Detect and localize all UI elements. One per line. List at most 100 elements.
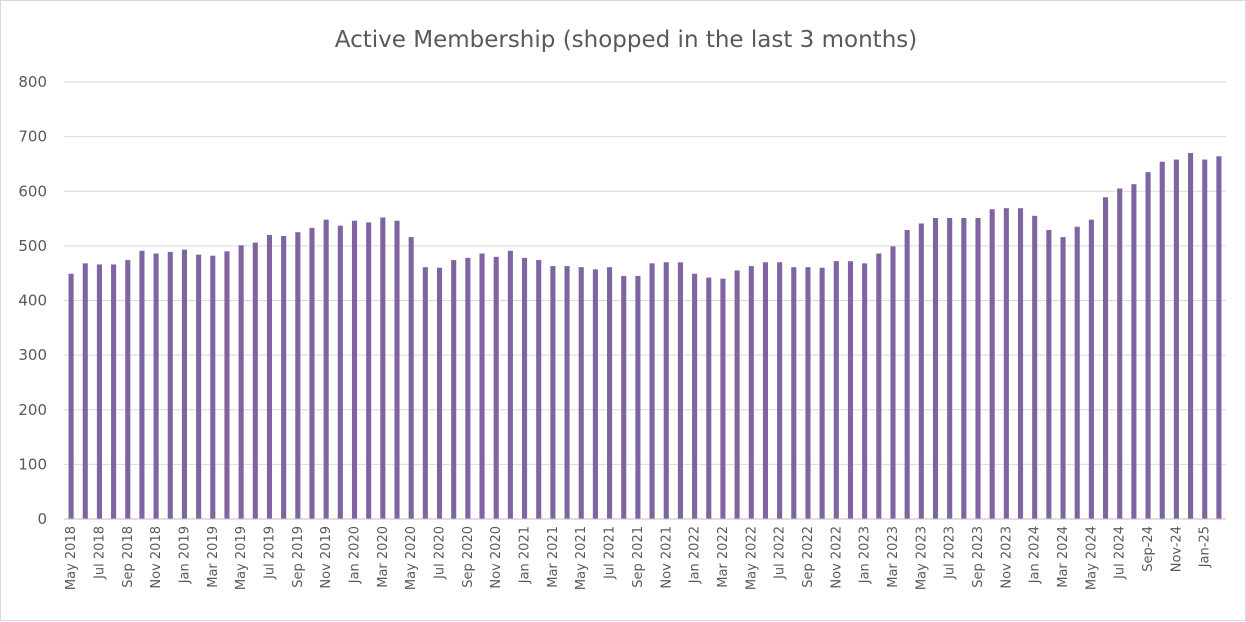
bar-jul-2022 bbox=[777, 262, 783, 519]
x-tick-label: Sep 2020 bbox=[461, 526, 476, 588]
bar-may-2020 bbox=[408, 237, 414, 519]
bar-jan-2022 bbox=[692, 273, 698, 519]
bar-jul-2024 bbox=[1117, 188, 1123, 519]
x-tick-label: Sep 2018 bbox=[121, 526, 136, 588]
y-tick-label: 0 bbox=[37, 510, 47, 528]
x-tick-label: Sep 2023 bbox=[971, 526, 986, 588]
x-tick-label: Nov 2020 bbox=[489, 526, 504, 589]
bar-jul-2018 bbox=[96, 264, 102, 519]
bar-may-2024 bbox=[1088, 219, 1094, 519]
bar-nov-2019 bbox=[323, 219, 329, 519]
bar-aug-2024 bbox=[1131, 184, 1137, 519]
bar-aug-2021 bbox=[621, 275, 627, 519]
bar-nov-24 bbox=[1173, 159, 1179, 519]
y-axis-ticks: 0 100 200 300 400 500 600 700 800 bbox=[18, 73, 47, 528]
x-tick-label: Jul 2019 bbox=[262, 526, 277, 580]
x-tick-label: Jan 2024 bbox=[1028, 526, 1043, 584]
x-tick-label: Mar 2022 bbox=[716, 526, 731, 588]
x-tick-label: Mar 2024 bbox=[1056, 526, 1071, 588]
bar-jan-2021 bbox=[522, 257, 528, 519]
x-tick-label: Mar 2023 bbox=[886, 526, 901, 588]
x-tick-label: May 2023 bbox=[914, 526, 929, 590]
bar-dec-2020 bbox=[507, 250, 513, 520]
x-tick-label: Jan 2019 bbox=[177, 526, 192, 584]
bar-nov-2023 bbox=[1003, 208, 1009, 519]
x-tick-label: Mar 2021 bbox=[546, 526, 561, 588]
x-tick-label: Nov 2018 bbox=[149, 526, 164, 589]
bar-dec-2019 bbox=[337, 225, 343, 519]
bar-dec-24 bbox=[1188, 153, 1194, 519]
bars bbox=[68, 153, 1222, 520]
gridlines bbox=[64, 81, 1226, 465]
bar-sep-2020 bbox=[465, 257, 471, 519]
x-tick-label: Nov-24 bbox=[1169, 526, 1184, 572]
x-axis-ticks: May 2018 Jul 2018 Sep 2018 Nov 2018 Jan 2019… bbox=[64, 526, 1213, 590]
bar-aug-2020 bbox=[451, 260, 457, 519]
bar-feb-2023 bbox=[876, 253, 882, 519]
bar-dec-2021 bbox=[677, 262, 683, 519]
x-tick-label: Jan-25 bbox=[1198, 526, 1213, 568]
bar-oct-2018 bbox=[139, 250, 145, 520]
bar-sep-24 bbox=[1145, 172, 1151, 519]
y-tick-label: 200 bbox=[18, 401, 47, 419]
bar-dec-2018 bbox=[167, 251, 173, 519]
bar-oct-2020 bbox=[479, 253, 485, 519]
bar-jun-2018 bbox=[82, 263, 88, 519]
y-tick-label: 800 bbox=[18, 73, 47, 91]
chart-title: Active Membership (shopped in the last 3… bbox=[335, 27, 917, 53]
bar-feb-2019 bbox=[196, 254, 202, 519]
x-tick-label: Nov 2023 bbox=[999, 526, 1014, 589]
bar-feb-2021 bbox=[536, 260, 542, 519]
bar-nov-2022 bbox=[833, 261, 839, 519]
x-tick-label: Nov 2021 bbox=[659, 526, 674, 589]
bar-jun-2020 bbox=[422, 267, 428, 519]
x-tick-label: Nov 2019 bbox=[319, 526, 334, 589]
bar-mar-2023 bbox=[890, 246, 896, 520]
bar-may-2019 bbox=[238, 245, 244, 519]
bar-nov-2020 bbox=[493, 256, 499, 519]
bar-jul-2021 bbox=[607, 267, 613, 519]
bar-jul-2023 bbox=[947, 218, 953, 519]
bar-apr-2022 bbox=[734, 270, 740, 519]
bar-jun-2021 bbox=[592, 269, 598, 519]
y-tick-label: 500 bbox=[18, 237, 47, 255]
x-tick-label: May 2020 bbox=[404, 526, 419, 590]
bar-nov-2018 bbox=[153, 253, 159, 519]
bar-apr-2021 bbox=[564, 266, 570, 519]
bar-jun-2024 bbox=[1103, 197, 1109, 519]
bar-jan-2019 bbox=[181, 249, 187, 519]
bar-feb-2022 bbox=[706, 277, 712, 519]
bar-sep-2022 bbox=[805, 267, 811, 519]
bar-jun-2023 bbox=[932, 218, 939, 519]
bar-oct-2023 bbox=[989, 209, 995, 519]
x-tick-label: Jul 2020 bbox=[433, 526, 448, 580]
bar-mar-2021 bbox=[550, 266, 556, 519]
bar-mar-2022 bbox=[720, 278, 726, 519]
x-tick-label: May 2024 bbox=[1084, 526, 1099, 590]
bar-jul-2020 bbox=[436, 267, 443, 519]
bar-jun-2019 bbox=[252, 242, 258, 519]
bar-may-2023 bbox=[918, 223, 924, 520]
x-tick-label: Jul 2022 bbox=[773, 526, 788, 580]
x-tick-label: Sep-24 bbox=[1141, 526, 1156, 572]
bar-aug-2019 bbox=[281, 236, 287, 520]
bar-jul-2019 bbox=[266, 234, 273, 519]
bar-oct-24 bbox=[1159, 161, 1165, 519]
bar-apr-2020 bbox=[394, 220, 400, 519]
x-tick-label: May 2018 bbox=[64, 526, 79, 590]
bar-jun-2022 bbox=[762, 262, 768, 519]
x-tick-label: Nov 2022 bbox=[829, 526, 844, 589]
bar-feb-2024 bbox=[1046, 230, 1052, 519]
x-tick-label: Sep 2019 bbox=[291, 526, 306, 588]
x-tick-label: May 2021 bbox=[574, 526, 589, 590]
x-tick-label: Sep 2021 bbox=[631, 526, 646, 588]
bar-jan-25 bbox=[1202, 159, 1208, 519]
x-tick-label: Mar 2019 bbox=[206, 526, 221, 588]
y-tick-label: 600 bbox=[18, 182, 47, 200]
x-tick-label: Jul 2021 bbox=[603, 526, 618, 580]
bar-mar-2020 bbox=[380, 217, 386, 519]
bar-dec-2022 bbox=[847, 261, 854, 519]
x-tick-label: Jan 2020 bbox=[348, 526, 363, 584]
x-tick-label: Jan 2023 bbox=[858, 526, 873, 584]
